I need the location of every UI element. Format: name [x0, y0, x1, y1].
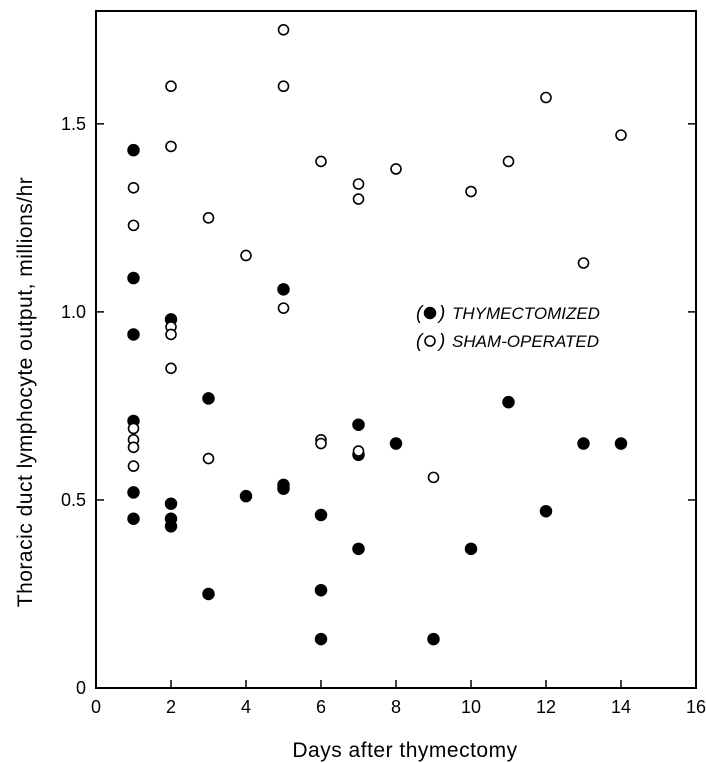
x-tick-label: 0: [91, 697, 101, 717]
legend-item-sham-operated: ( ) SHAM-OPERATED: [416, 331, 599, 352]
series-sham-operated: [127, 24, 627, 484]
y-axis-ticks: 0 0.5 1.0 1.5: [61, 114, 696, 698]
data-point-sham-operated: [165, 140, 177, 153]
data-point-sham-operated: [127, 219, 140, 232]
data-point-thymectomized: [314, 508, 328, 522]
data-point-thymectomized: [614, 437, 628, 450]
data-point-sham-operated: [277, 80, 290, 93]
data-point-sham-operated: [315, 437, 327, 450]
x-axis-label: Days after thymectomy: [292, 739, 517, 762]
x-axis-ticks: 0 2 4 6 8 10 12 14 16: [91, 680, 706, 717]
data-point-sham-operated: [202, 452, 215, 465]
data-point-thymectomized: [164, 520, 178, 533]
legend-open-paren: (: [416, 303, 424, 324]
plot-border: [95, 10, 697, 689]
data-point-thymectomized: [352, 418, 365, 431]
legend: ( ) THYMECTOMIZED ( ) SHAM-OPERATED: [416, 303, 600, 352]
plot-frame: [95, 10, 697, 689]
data-point-thymectomized: [127, 143, 140, 157]
data-point-sham-operated: [615, 129, 627, 141]
data-point-sham-operated: [127, 422, 140, 435]
data-point-sham-operated: [465, 185, 477, 198]
data-point-sham-operated: [165, 362, 177, 375]
data-point-sham-operated: [202, 212, 215, 224]
legend-label-sham-operated: SHAM-OPERATED: [452, 332, 599, 351]
series-thymectomized: [127, 143, 628, 646]
data-point-sham-operated: [315, 155, 327, 168]
data-point-thymectomized: [202, 587, 215, 601]
data-point-sham-operated: [127, 181, 140, 194]
data-point-sham-operated: [127, 460, 140, 472]
data-point-sham-operated: [502, 155, 515, 168]
x-tick-label: 10: [461, 697, 481, 717]
x-tick-label: 12: [536, 697, 556, 717]
data-point-thymectomized: [127, 486, 140, 499]
x-tick-label: 14: [611, 697, 631, 717]
data-point-thymectomized: [502, 395, 515, 409]
y-tick-label: 1.0: [61, 302, 86, 322]
x-tick-label: 16: [686, 697, 706, 717]
data-point-sham-operated: [352, 193, 365, 205]
data-point-sham-operated: [277, 302, 290, 314]
x-tick-label: 2: [166, 697, 176, 717]
data-point-thymectomized: [314, 632, 328, 646]
data-point-sham-operated: [165, 80, 177, 93]
legend-close-paren: ): [437, 331, 445, 352]
y-tick-label: 0.5: [61, 490, 86, 510]
legend-item-thymectomized: ( ) THYMECTOMIZED: [416, 303, 600, 324]
data-point-thymectomized: [239, 489, 253, 503]
x-tick-label: 8: [391, 697, 401, 717]
y-tick-label: 1.5: [61, 114, 86, 134]
data-point-sham-operated: [277, 24, 290, 36]
data-point-sham-operated: [240, 249, 252, 262]
data-point-thymectomized: [277, 482, 290, 495]
data-point-thymectomized: [202, 392, 215, 405]
data-point-thymectomized: [164, 497, 178, 510]
data-point-sham-operated: [127, 441, 140, 454]
data-point-sham-operated: [352, 178, 365, 190]
x-tick-label: 6: [316, 697, 326, 717]
data-point-sham-operated: [540, 91, 552, 104]
data-point-sham-operated: [427, 471, 440, 484]
x-tick-label: 4: [241, 697, 251, 717]
data-point-thymectomized: [464, 542, 478, 556]
legend-open-marker: [424, 335, 436, 347]
y-axis-label: Thoracic duct lymphocyte output, million…: [14, 177, 37, 608]
data-point-thymectomized: [127, 512, 140, 525]
legend-filled-marker: [423, 306, 437, 320]
data-point-thymectomized: [127, 271, 140, 285]
data-point-sham-operated: [352, 445, 365, 457]
data-point-thymectomized: [352, 542, 365, 556]
y-tick-label: 0: [76, 678, 86, 698]
data-point-thymectomized: [389, 437, 403, 450]
data-point-thymectomized: [427, 632, 440, 646]
data-point-thymectomized: [577, 437, 590, 450]
data-point-thymectomized: [277, 283, 290, 296]
data-point-thymectomized: [314, 583, 328, 597]
legend-close-paren: ): [437, 303, 445, 324]
data-point-thymectomized: [127, 328, 140, 341]
data-point-thymectomized: [539, 504, 553, 518]
legend-open-paren: (: [416, 331, 424, 352]
data-point-sham-operated: [390, 163, 402, 175]
data-point-sham-operated: [165, 328, 177, 341]
legend-label-thymectomized: THYMECTOMIZED: [452, 304, 600, 323]
data-point-sham-operated: [577, 257, 590, 269]
